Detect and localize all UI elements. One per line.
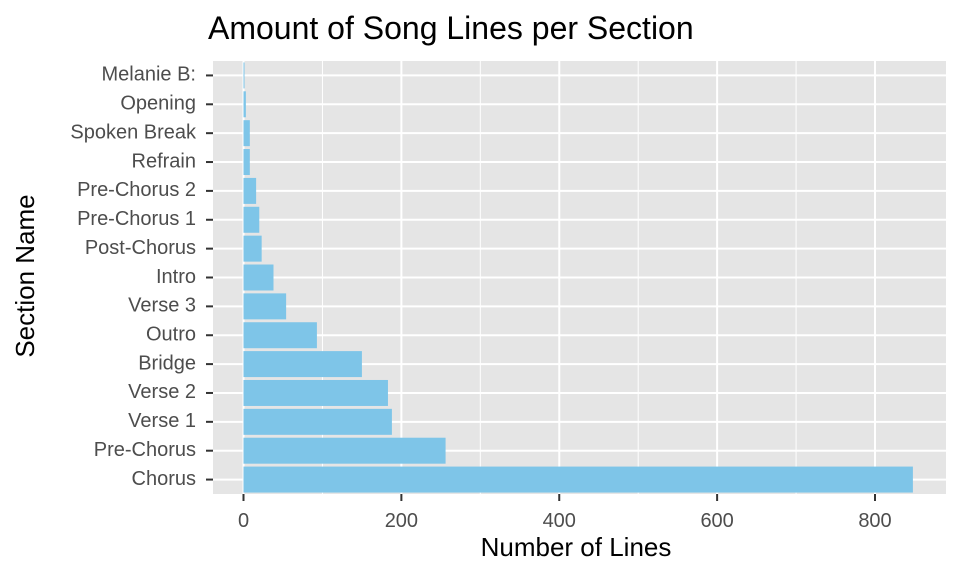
x-tick-label: 0 [238, 510, 249, 532]
y-axis-title: Section Name [10, 194, 40, 357]
y-tick-label: Pre-Chorus [94, 439, 196, 461]
bar-verse-1 [243, 408, 392, 435]
x-tick-label: 600 [700, 510, 733, 532]
bar-opening [243, 91, 246, 118]
bar-intro [243, 264, 274, 291]
bar-verse-3 [243, 293, 287, 320]
bar-outro [243, 322, 317, 349]
y-tick-label: Intro [156, 266, 196, 288]
chart-title: Amount of Song Lines per Section [208, 10, 694, 46]
y-tick-label: Post-Chorus [85, 237, 196, 259]
y-tick-label: Refrain [132, 150, 196, 172]
y-tick-label: Melanie B: [102, 64, 197, 86]
bar-post-chorus [243, 235, 262, 262]
y-tick-label: Spoken Break [70, 121, 197, 143]
y-tick-label: Opening [120, 93, 196, 115]
y-tick-label: Verse 1 [128, 410, 196, 432]
y-tick-label: Pre-Chorus 2 [77, 179, 196, 201]
y-tick-label: Chorus [132, 468, 196, 490]
bar-spoken-break [243, 120, 250, 147]
y-tick-label: Verse 3 [128, 295, 196, 317]
x-tick-label: 200 [385, 510, 418, 532]
bar-pre-chorus-2 [243, 177, 257, 204]
bar-pre-chorus [243, 437, 446, 464]
bar-verse-2 [243, 379, 388, 406]
bar-refrain [243, 149, 250, 176]
bar-melanie-b [243, 62, 245, 89]
x-tick-label: 800 [858, 510, 891, 532]
x-axis-title: Number of Lines [481, 532, 672, 562]
bar-pre-chorus-1 [243, 206, 260, 233]
bars [243, 62, 913, 493]
y-tick-label: Outro [146, 324, 196, 346]
y-tick-label: Bridge [138, 352, 196, 374]
axes: Chorus Pre-Chorus Verse 1 Verse 2 Bridge Outr… [70, 64, 891, 532]
y-tick-label: Verse 2 [128, 381, 196, 403]
bar-bridge [243, 351, 362, 378]
y-tick-label: Pre-Chorus 1 [77, 208, 196, 230]
bar-chorus [243, 466, 913, 493]
x-tick-label: 400 [543, 510, 576, 532]
